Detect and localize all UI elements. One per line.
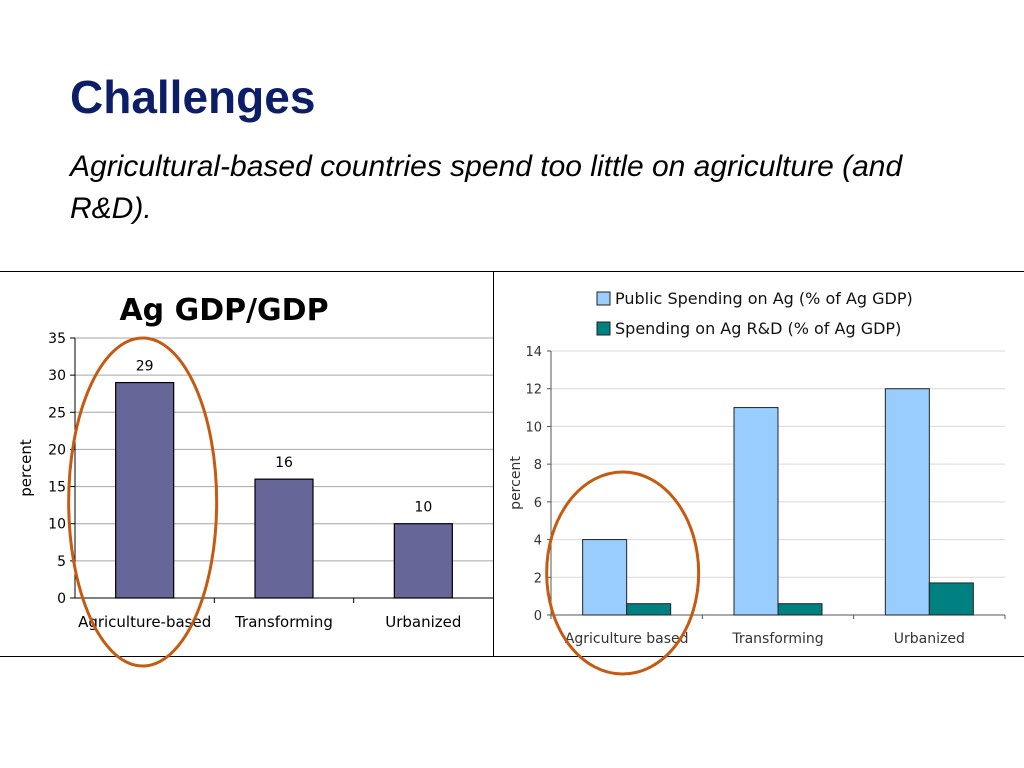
y-axis-label: percent (508, 456, 524, 510)
legend-swatch (596, 291, 611, 306)
highlight-ellipse (545, 470, 701, 676)
bar-rd-spending (928, 582, 974, 616)
slide-subtitle: Agricultural-based countries spend too l… (70, 150, 903, 225)
y-tick-label: 8 (534, 458, 542, 473)
y-tick-label: 20 (48, 442, 66, 458)
y-axis-label: percent (17, 439, 35, 497)
y-tick-label: 12 (525, 383, 542, 398)
y-tick-label: 4 (534, 534, 542, 549)
panel-divider (493, 271, 494, 657)
x-tick-label: Agriculture based (565, 631, 689, 647)
data-label: 16 (275, 455, 293, 471)
bar-rd-spending (626, 603, 672, 616)
bar (115, 381, 175, 599)
y-tick-label: 15 (48, 480, 66, 496)
x-tick-label: Transforming (234, 613, 333, 631)
y-tick-label: 0 (534, 609, 542, 624)
bar-public-spending (582, 539, 628, 616)
y-tick-label: 0 (57, 591, 66, 607)
bar (393, 523, 453, 599)
ag-gdp-chart: 0 5 10 15 20 25 30 35 29 Agriculture-based 16 Trans… (17, 293, 493, 668)
y-tick-label: 30 (48, 368, 66, 384)
ag-spending-chart: 0 2 4 6 8 10 12 14 Agriculture based Transforming… (508, 289, 1006, 676)
y-tick-label: 25 (48, 405, 66, 421)
chart-title: Ag GDP/GDP (119, 293, 328, 328)
x-tick-label: Urbanized (894, 631, 965, 647)
slide-title: Challenges (70, 71, 316, 123)
bar-public-spending (884, 388, 930, 616)
bar (254, 478, 314, 599)
charts-panel (0, 271, 1024, 657)
data-label: 29 (136, 359, 154, 375)
y-tick-label: 14 (525, 345, 542, 360)
y-tick-label: 35 (48, 331, 66, 347)
legend-swatch (596, 321, 611, 336)
y-tick-label: 10 (525, 420, 542, 435)
y-tick-label: 2 (534, 571, 542, 586)
y-tick-label: 6 (534, 496, 542, 511)
bar-rd-spending (777, 603, 823, 616)
legend-label: Spending on Ag R&D (% of Ag GDP) (615, 319, 901, 338)
legend-label: Public Spending on Ag (% of Ag GDP) (615, 289, 913, 308)
x-tick-label: Transforming (731, 631, 823, 647)
x-tick-label: Agriculture-based (78, 613, 211, 631)
highlight-ellipse (67, 336, 219, 668)
y-tick-label: 5 (57, 554, 66, 570)
y-tick-label: 10 (48, 517, 66, 533)
bar-public-spending (733, 407, 779, 616)
x-tick-label: Urbanized (385, 613, 461, 631)
data-label: 10 (414, 500, 432, 516)
